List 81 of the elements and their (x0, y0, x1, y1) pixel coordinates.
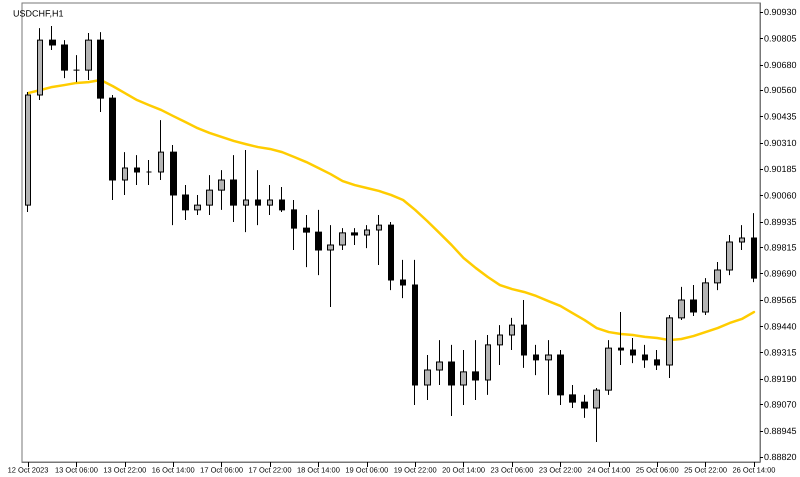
candlestick (206, 174, 213, 216)
candlestick (436, 340, 443, 386)
candlestick (170, 144, 177, 226)
candlestick (146, 159, 152, 186)
y-tick-label: 0.90680 (764, 60, 797, 70)
candlestick (255, 170, 261, 226)
candlestick (726, 234, 733, 276)
y-tick-label: 0.89565 (764, 295, 797, 305)
candlestick (122, 152, 128, 196)
y-tick-label: 0.88945 (764, 426, 797, 436)
y-tick-label: 0.90185 (764, 164, 797, 174)
candlestick (267, 184, 273, 216)
candlestick (388, 221, 394, 291)
candlestick (714, 262, 721, 291)
candlestick (327, 224, 334, 308)
candlestick (315, 209, 322, 276)
candlestick (182, 184, 189, 221)
candlestick (109, 94, 116, 201)
candlestick (376, 214, 382, 266)
candlestick (581, 394, 588, 418)
candlestick (533, 344, 539, 376)
candlestick (605, 340, 612, 396)
candlestick (751, 212, 757, 283)
candlestick (642, 344, 648, 368)
candlestick (194, 194, 201, 216)
candlestick (61, 40, 68, 79)
y-tick-label: 0.90435 (764, 111, 797, 122)
candlestick (739, 224, 745, 251)
candlestick (230, 154, 237, 222)
y-tick-label: 0.90805 (764, 33, 797, 44)
candlestick (424, 354, 431, 400)
y-tick-label: 0.89190 (764, 374, 797, 384)
candlestick (485, 334, 491, 396)
candlestick (364, 224, 370, 249)
candlestick (37, 28, 43, 101)
y-tick-label: 0.90310 (764, 138, 797, 148)
candlestick (243, 150, 249, 233)
candlestick (472, 340, 479, 400)
candlestick (702, 278, 709, 316)
candlestick (521, 300, 527, 368)
candlestick (49, 25, 56, 51)
candlestick (134, 154, 140, 186)
candlestick (303, 214, 310, 268)
candlestick (218, 170, 225, 210)
candlestick (339, 228, 346, 251)
y-tick-label: 0.89440 (764, 321, 797, 332)
candlestick (497, 324, 503, 366)
candlestick (666, 314, 673, 379)
candlestick (690, 284, 697, 317)
candlestick (351, 228, 358, 246)
y-tick-label: 0.89690 (764, 268, 797, 279)
candlestick (545, 340, 552, 396)
y-tick-label: 0.90930 (764, 7, 797, 18)
candlestick (85, 32, 92, 80)
candlestick (618, 312, 624, 366)
candlestick (25, 92, 31, 213)
candlestick (630, 337, 636, 364)
line-series (26, 78, 756, 342)
candlestick (593, 387, 600, 442)
candlestick (557, 349, 564, 406)
candlestick (73, 54, 80, 83)
y-tick-label: 0.89815 (764, 242, 797, 252)
candlestick (291, 200, 297, 251)
candlestick (678, 286, 685, 321)
y-tick-label: 0.89935 (764, 216, 797, 227)
y-tick-label: 0.89070 (764, 399, 797, 410)
y-tick-label: 0.90560 (764, 85, 797, 96)
candlestick (654, 349, 660, 371)
candlestick (279, 186, 285, 213)
candlestick (158, 120, 164, 180)
candlestick (400, 259, 406, 299)
candlestick (569, 384, 576, 408)
candlestick (509, 317, 515, 350)
candlestick (448, 344, 455, 417)
candlestick (412, 259, 418, 406)
y-tick-label: 0.88820 (764, 452, 797, 462)
y-tick-label: 0.89315 (764, 348, 797, 358)
y-tick-label: 0.90060 (764, 190, 797, 201)
candlestick (460, 349, 467, 406)
text: USDCHF,H1 (13, 8, 64, 18)
candlestick (97, 32, 104, 113)
